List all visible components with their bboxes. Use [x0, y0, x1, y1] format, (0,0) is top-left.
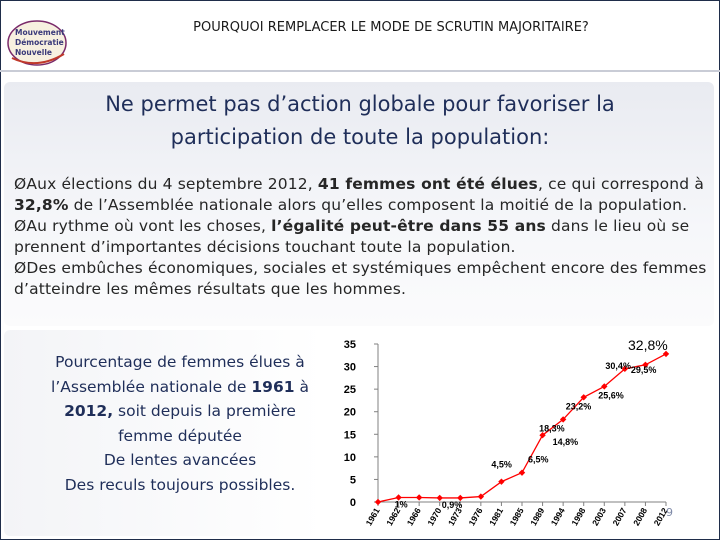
bullet-marker-icon: Ø	[14, 217, 27, 235]
x-tick-label: 1981	[487, 506, 505, 528]
data-label: 23,2%	[566, 401, 592, 411]
chart-caption: Pourcentage de femmes élues à l’Assemblé…	[40, 350, 320, 497]
data-label: 30,4%	[605, 361, 631, 371]
bullet-text: Des embûches économiques, sociales et sy…	[14, 259, 707, 298]
caption-line-4: femme députée	[118, 426, 242, 445]
bullet-item: ØAu rythme où vont les choses, l’égalité…	[14, 216, 714, 258]
data-label: 1%	[395, 499, 408, 509]
mdn-logo: Mouvement Démocratie Nouvelle	[7, 20, 67, 66]
caption-text: à	[294, 377, 309, 396]
text-panel	[4, 82, 714, 326]
data-label: 32,8%	[628, 337, 668, 353]
y-tick-label: 25	[344, 384, 356, 396]
bullet-emphasis: 32,8%	[14, 196, 69, 214]
caption-line-2: l’Assemblée nationale de 1961 à	[40, 375, 320, 400]
data-point	[436, 494, 443, 502]
data-point	[498, 478, 505, 485]
data-point	[642, 361, 649, 368]
bullet-text: , ce qui correspond à	[537, 175, 704, 193]
x-tick-label: 1998	[569, 506, 587, 528]
caption-text: l’Assemblée nationale de	[51, 377, 252, 396]
header-title: POURQUOI REMPLACER LE MODE DE SCRUTIN MA…	[193, 20, 589, 35]
page-number: 9	[666, 506, 673, 519]
y-tick-label: 20	[344, 407, 356, 419]
bullet-emphasis: l’égalité peut-être dans 55 ans	[271, 217, 546, 235]
caption-year: 2012,	[64, 402, 114, 420]
data-point	[518, 469, 526, 476]
data-point	[662, 350, 670, 358]
data-label: 18,3%	[539, 423, 565, 433]
y-tick-label: 5	[350, 474, 356, 486]
x-tick-label: 2008	[631, 506, 649, 528]
slide-headline: Ne permet pas d’action globale pour favo…	[40, 88, 680, 154]
caption-year: 1961	[251, 377, 295, 396]
x-tick-label: 1994	[549, 506, 567, 528]
y-tick-label: 15	[344, 429, 356, 441]
caption-line-1: Pourcentage de femmes élues à	[55, 353, 305, 371]
logo-line-3: Nouvelle	[15, 48, 52, 57]
x-tick-label: 1985	[508, 506, 526, 528]
x-tick-label: 1989	[528, 506, 546, 528]
x-tick-label: 1961	[364, 506, 382, 528]
data-point	[374, 498, 382, 506]
caption-line-3: 2012, soit depuis la première	[40, 399, 320, 424]
caption-line-6: Des reculs toujours possibles.	[64, 475, 296, 494]
x-tick-label: 1976	[466, 506, 484, 528]
bullet-text: Au rythme où vont les choses,	[26, 217, 272, 235]
y-tick-label: 0	[350, 497, 356, 509]
x-tick-label: 2003	[590, 506, 608, 528]
bullet-emphasis: 41 femmes ont été élues	[317, 175, 538, 193]
bullet-item: ØDes embûches économiques, sociales et s…	[14, 258, 714, 300]
data-label: 14,8%	[553, 437, 579, 447]
bullet-marker-icon: Ø	[14, 259, 27, 277]
bullet-text: Aux élections du 4 septembre 2012,	[26, 175, 318, 193]
data-label: 0,9%	[442, 500, 463, 510]
y-tick-label: 30	[344, 362, 356, 374]
bullet-list: ØAux élections du 4 septembre 2012, 41 f…	[14, 174, 714, 300]
data-label: 29,5%	[631, 365, 657, 375]
data-label: 6,5%	[528, 455, 549, 465]
data-point	[539, 431, 546, 439]
data-point	[457, 494, 464, 502]
series-line	[377, 353, 667, 503]
bullet-text: de l’Assemblée nationale alors qu’elles …	[68, 196, 688, 214]
caption-text: soit depuis la première	[113, 402, 296, 420]
y-tick-label: 10	[344, 452, 356, 464]
data-label: 25,6%	[598, 390, 624, 400]
bullet-marker-icon: Ø	[14, 175, 27, 193]
logo-line-2: Démocratie	[15, 38, 64, 47]
bullet-text: dans le lieu où se prennent d’importante…	[14, 217, 690, 256]
headline-line-2: participation de toute la population:	[170, 125, 550, 149]
y-tick-label: 35	[344, 339, 356, 351]
data-label: 4,5%	[491, 460, 512, 470]
data-point	[415, 494, 423, 501]
x-tick-label: 2007	[610, 506, 628, 528]
logo-line-1: Mouvement	[15, 28, 65, 37]
bullet-item: ØAux élections du 4 septembre 2012, 41 f…	[14, 174, 714, 216]
header-divider	[0, 70, 720, 72]
caption-line-5: De lentes avancées	[103, 451, 257, 469]
headline-line-1: Ne permet pas d’action globale pour favo…	[105, 92, 615, 116]
data-point	[395, 494, 402, 501]
